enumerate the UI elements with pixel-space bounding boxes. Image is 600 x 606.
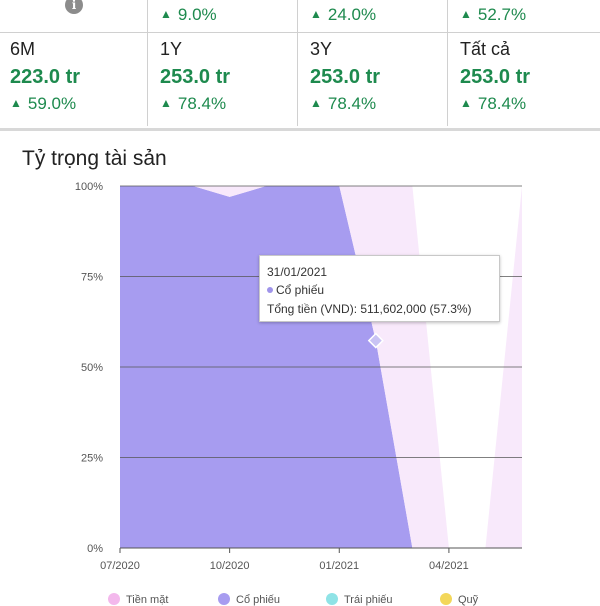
up-arrow-icon: ▲ <box>10 96 22 110</box>
y-tick-label: 0% <box>87 543 103 555</box>
stat-cell: ▲ 24.0% <box>298 0 448 32</box>
area-series-0 <box>120 186 522 548</box>
stat-cell: ▲ 9.0% <box>148 0 298 32</box>
stat-cell-1y[interactable]: 1Y 253.0 tr ▲ 78.4% <box>148 33 298 126</box>
legend-item-label[interactable]: Quỹ <box>458 594 479 606</box>
stat-change: ▲ 78.4% <box>310 94 377 113</box>
stat-value: 253.0 tr <box>310 66 381 88</box>
legend-dot-icon <box>326 593 338 605</box>
stat-change: ▲ 78.4% <box>160 94 227 113</box>
section-title: Tỷ trọng tài sản <box>22 147 167 170</box>
info-icon[interactable]: i <box>65 0 83 14</box>
up-arrow-icon: ▲ <box>460 7 472 21</box>
stat-cell: ▲ 52.7% <box>448 0 600 32</box>
legend-item-label[interactable]: Tiền mặt <box>126 594 169 606</box>
y-tick-label: 75% <box>81 272 103 284</box>
x-tick-label: 04/2021 <box>429 560 469 572</box>
legend-dot-icon <box>218 593 230 605</box>
stat-cell-6m[interactable]: 6M 223.0 tr ▲ 59.0% <box>0 33 148 126</box>
stat-period: Tất cả <box>460 39 511 59</box>
stat-change: ▲ 78.4% <box>460 94 527 113</box>
stat-value: 253.0 tr <box>460 66 531 88</box>
tooltip-value: Tổng tiền (VND): 511,602,000 (57.3%) <box>267 302 472 316</box>
legend-item-label[interactable]: Trái phiếu <box>344 594 393 606</box>
stat-value: 223.0 tr <box>10 66 81 88</box>
up-arrow-icon: ▲ <box>160 7 172 21</box>
legend-item-label[interactable]: Cổ phiếu <box>236 594 281 606</box>
stat-cell-all[interactable]: Tất cả 253.0 tr ▲ 78.4% <box>448 33 600 126</box>
stat-value: 253.0 tr <box>160 66 231 88</box>
tooltip-date: 31/01/2021 <box>267 265 328 279</box>
performance-stats: i ▲ 9.0% ▲ 24.0% ▲ 52.7% 6M 223.0 tr ▲ 59.0%… <box>0 0 600 131</box>
up-arrow-icon: ▲ <box>160 96 172 110</box>
legend-dot-icon <box>108 593 120 605</box>
stat-change: ▲ 59.0% <box>10 94 77 113</box>
legend-dot-icon <box>440 593 452 605</box>
stat-change: ▲ 52.7% <box>460 5 527 24</box>
y-tick-label: 100% <box>75 181 103 193</box>
y-tick-label: 50% <box>81 362 103 374</box>
stat-period: 1Y <box>160 39 183 59</box>
up-arrow-icon: ▲ <box>460 96 472 110</box>
x-tick-label: 10/2020 <box>210 560 250 572</box>
stat-change: ▲ 9.0% <box>160 5 217 24</box>
stat-period: 3Y <box>310 39 333 59</box>
stats-row-periods: 6M 223.0 tr ▲ 59.0% 1Y 253.0 tr ▲ 78.4% 3Y… <box>0 33 600 126</box>
up-arrow-icon: ▲ <box>310 7 322 21</box>
chart-tooltip: 31/01/2021 Cổ phiếu Tổng tiền (VND): 511… <box>259 255 500 322</box>
up-arrow-icon: ▲ <box>310 96 322 110</box>
chart-legend: Tiền mặt Cổ phiếu Trái phiếu Quỹ <box>0 588 600 606</box>
x-tick-label: 07/2020 <box>100 560 140 572</box>
stat-change: ▲ 24.0% <box>310 5 377 24</box>
stats-row-returns: i ▲ 9.0% ▲ 24.0% ▲ 52.7% <box>0 0 600 33</box>
x-tick-label: 01/2021 <box>319 560 359 572</box>
stat-cell-3y[interactable]: 3Y 253.0 tr ▲ 78.4% <box>298 33 448 126</box>
stat-period: 6M <box>10 39 36 59</box>
stat-cell: i <box>0 0 148 32</box>
series-dot-icon <box>267 287 273 293</box>
highlight-point <box>367 332 384 349</box>
y-tick-label: 25% <box>81 453 103 465</box>
tooltip-series: Cổ phiếu <box>267 283 324 297</box>
area-series-1 <box>120 186 522 548</box>
